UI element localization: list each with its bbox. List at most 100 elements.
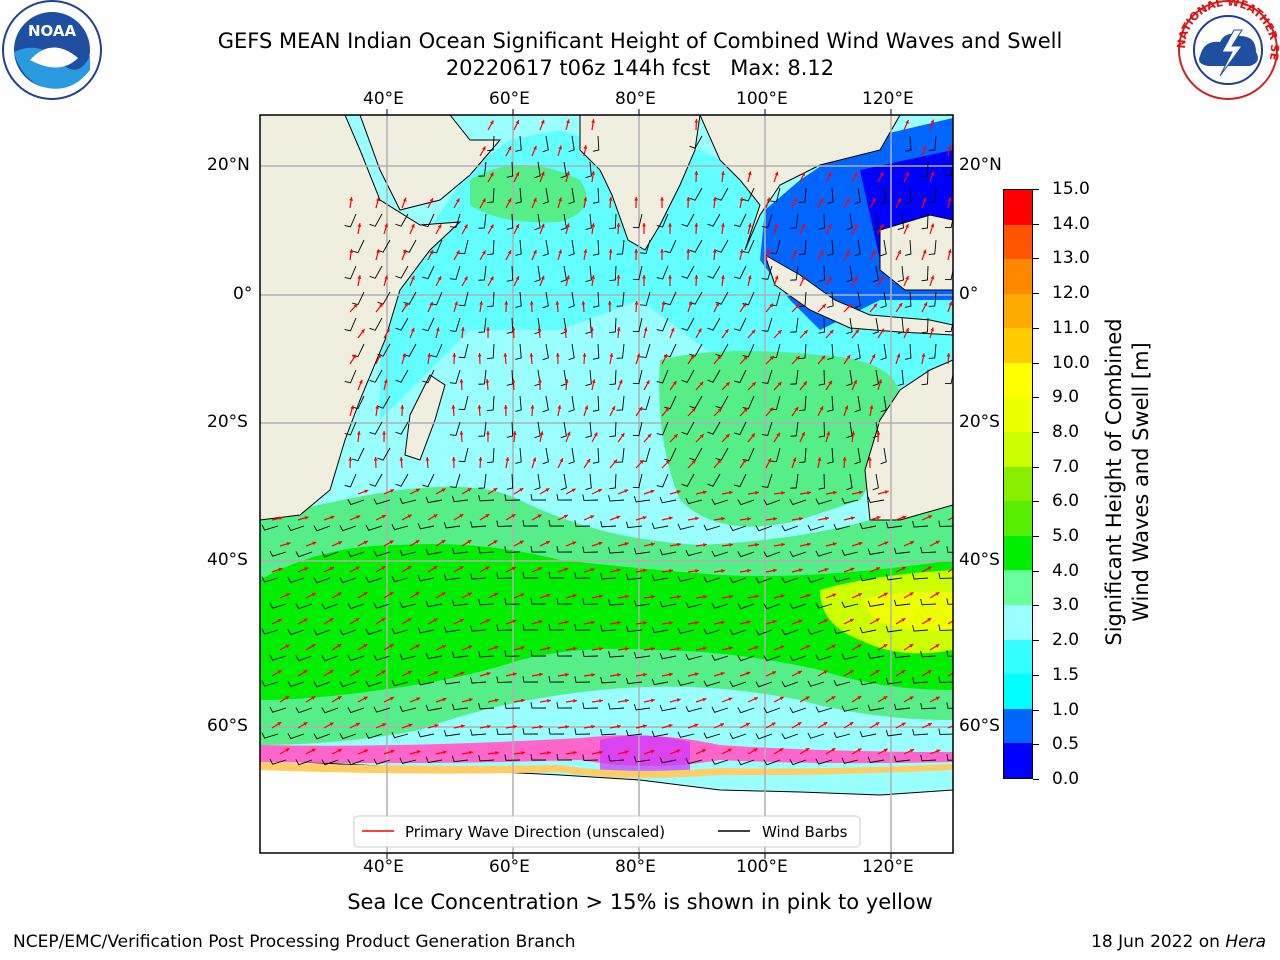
wind-barb <box>920 754 937 762</box>
wind-barb <box>399 549 417 556</box>
wave-arrow-head <box>873 303 878 308</box>
wave-arrow-head <box>598 541 603 546</box>
wind-barb <box>905 291 912 308</box>
wave-arrow-head <box>591 724 595 729</box>
wave-arrow-head <box>905 223 909 228</box>
wind-barb <box>798 187 807 203</box>
wave-arrow-head <box>677 646 681 651</box>
wind-barb <box>734 265 747 280</box>
wave-arrow-head <box>928 515 933 519</box>
wind-barb <box>377 447 391 461</box>
wave-arrow-head <box>515 224 520 229</box>
wind-barb <box>269 758 287 765</box>
wave-arrow-head <box>547 751 551 755</box>
wind-barb <box>585 317 592 334</box>
wave-arrow-head <box>779 696 784 701</box>
colorbar-label: Significant Height of Combined Wind Wave… <box>1101 282 1155 682</box>
wave-arrow-head <box>349 197 354 201</box>
wind-barb <box>893 703 911 711</box>
wind-barb <box>711 654 729 661</box>
wind-barb <box>897 265 904 282</box>
wind-barb <box>391 732 409 739</box>
wave-arrow-head <box>363 540 368 545</box>
wave-arrow-head <box>702 697 707 702</box>
wind-barb <box>504 598 521 605</box>
wind-barb <box>585 473 592 490</box>
wave-arrow-head <box>407 670 412 675</box>
wave-arrow-head <box>721 516 725 521</box>
wind-barb <box>568 135 575 153</box>
wind-barb <box>734 369 747 384</box>
wind-barb <box>560 265 567 283</box>
wave-arrow-head <box>381 618 386 622</box>
wind-barb <box>458 395 469 411</box>
wave-arrow-head <box>905 275 909 280</box>
wind-barb <box>867 652 885 659</box>
wave-arrow-head <box>842 457 847 461</box>
wave-arrow-head <box>545 541 550 545</box>
wave-arrow-head <box>898 302 903 307</box>
wind-barb <box>600 728 617 736</box>
wind-barb <box>818 473 825 490</box>
wind-barb <box>548 520 565 527</box>
wave-arrow-head <box>540 171 545 176</box>
wind-barb <box>487 135 495 152</box>
wave-arrow-head <box>694 723 699 728</box>
wave-arrow-head <box>956 275 960 279</box>
wave-arrow-head <box>520 593 525 597</box>
wave-arrow-head <box>285 644 290 648</box>
wind-barb <box>656 369 669 384</box>
lon-tick-bottom-80e: 80°E <box>615 857 656 877</box>
legend-wind-barbs: Wind Barbs <box>762 823 848 841</box>
wind-barb <box>313 733 331 740</box>
wave-arrow-head <box>389 697 394 701</box>
wind-barb <box>556 494 573 501</box>
wind-barb <box>451 547 469 555</box>
wave-arrow-head <box>485 514 490 518</box>
wave-arrow-head <box>364 749 369 753</box>
wave-arrow-head <box>555 301 560 305</box>
wave-arrow-head <box>599 646 603 651</box>
wave-arrow-head <box>538 620 543 624</box>
wave-arrow-head <box>407 618 412 622</box>
wind-barb <box>506 265 514 282</box>
lon-tick-top-100e: 100°E <box>736 89 788 109</box>
colorbar-tick-mark <box>1033 640 1039 642</box>
wave-arrow-head <box>694 516 699 521</box>
borneo-land <box>879 214 953 291</box>
wave-arrow-head <box>803 381 807 386</box>
wind-barb <box>885 730 903 737</box>
wave-arrow-head <box>434 724 439 728</box>
wave-arrow-head <box>379 303 383 308</box>
colorbar-swatch <box>1004 501 1032 536</box>
wave-arrow-head <box>772 671 777 675</box>
wave-arrow-head <box>625 594 629 599</box>
colorbar-swatch <box>1004 535 1032 571</box>
wind-barb <box>458 239 469 255</box>
wave-arrow-head <box>511 514 516 518</box>
wave-arrow-head <box>857 644 862 648</box>
southeast-asia-land <box>699 115 901 251</box>
wave-arrow-head <box>583 249 588 253</box>
colorbar-tick-mark <box>1033 327 1039 329</box>
wind-barb <box>347 603 365 610</box>
wind-barb <box>681 421 695 435</box>
wind-barb <box>893 651 911 659</box>
wind-barb <box>609 421 617 438</box>
wave-arrow-head <box>519 488 524 492</box>
wave-arrow-head <box>278 567 283 572</box>
wind-barb <box>556 650 573 657</box>
wave-arrow-head <box>935 696 940 701</box>
wave-arrow-head <box>566 431 571 436</box>
wind-barb <box>365 576 383 583</box>
wave-arrow-head <box>672 381 677 386</box>
wind-barb <box>781 525 799 532</box>
wave-arrow-head <box>935 592 940 596</box>
wave-arrow-head <box>807 491 811 495</box>
wind-barb <box>504 702 521 709</box>
wave-arrow-head <box>376 197 380 202</box>
wave-arrow-head <box>643 327 648 332</box>
wave-arrow-head <box>573 646 577 651</box>
wind-barb <box>395 317 409 331</box>
wind-barb <box>867 756 885 763</box>
